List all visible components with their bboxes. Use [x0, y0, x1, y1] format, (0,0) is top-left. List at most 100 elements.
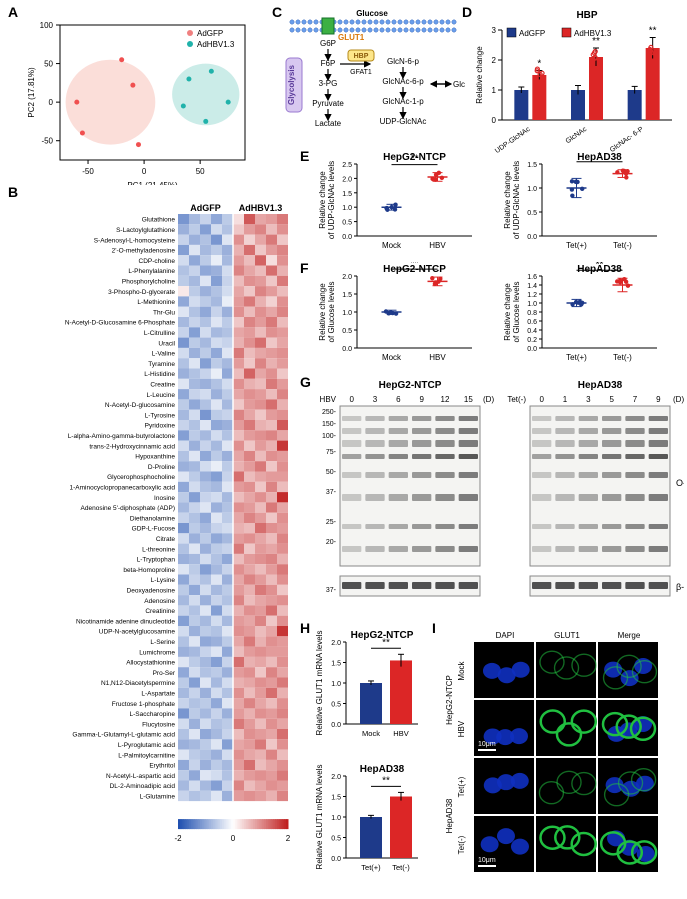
- svg-text:HepAD38: HepAD38: [578, 380, 623, 391]
- svg-text:**: **: [649, 26, 657, 37]
- panel-label-i: I: [432, 620, 436, 636]
- svg-text:UDP-N-acetylglucosamine: UDP-N-acetylglucosamine: [99, 629, 176, 636]
- svg-text:L-Methionine: L-Methionine: [137, 299, 175, 306]
- svg-text:β-actin: β-actin: [676, 582, 684, 592]
- svg-text:75-: 75-: [326, 449, 337, 456]
- svg-text:Adenosine: Adenosine: [144, 598, 175, 605]
- svg-text:2.5: 2.5: [342, 162, 352, 169]
- svg-text:UDP-GlcNAc: UDP-GlcNAc: [494, 126, 532, 153]
- svg-text:3-Phospho-D-glycerate: 3-Phospho-D-glycerate: [108, 289, 175, 296]
- svg-text:Allocystathionine: Allocystathionine: [126, 660, 175, 667]
- svg-text:Lactate: Lactate: [315, 119, 342, 128]
- svg-text:0: 0: [349, 395, 354, 404]
- svg-text:Pyridoxine: Pyridoxine: [145, 423, 176, 430]
- svg-text:Pro-Ser: Pro-Ser: [153, 670, 176, 677]
- svg-text:250-: 250-: [322, 409, 337, 416]
- svg-text:PC2 (17.81%): PC2 (17.81%): [27, 67, 36, 118]
- svg-text:1.0: 1.0: [527, 186, 537, 193]
- svg-text:Erythritol: Erythritol: [149, 763, 175, 770]
- svg-text:50: 50: [196, 167, 205, 176]
- svg-text:9: 9: [656, 395, 661, 404]
- svg-text:1.0: 1.0: [331, 681, 341, 688]
- svg-text:O-GlcNAc: O-GlcNAc: [676, 478, 684, 488]
- panel-e2-scatter: HepAD380.00.51.01.5Relative changeof UDP…: [500, 150, 675, 260]
- svg-text:0.5: 0.5: [331, 702, 341, 709]
- svg-text:N-Acetyl-D-Glucosamine 6-Phosp: N-Acetyl-D-Glucosamine 6-Phosphate: [65, 320, 176, 327]
- svg-text:Thr-Glu: Thr-Glu: [153, 309, 175, 316]
- svg-text:1.5: 1.5: [342, 292, 352, 299]
- svg-text:*: *: [598, 151, 602, 162]
- svg-text:Creatinine: Creatinine: [145, 608, 175, 615]
- svg-text:*: *: [537, 59, 541, 70]
- svg-text:GLUT1: GLUT1: [338, 33, 365, 42]
- svg-text:GlcNAc: GlcNAc: [565, 126, 589, 146]
- svg-text:0: 0: [49, 98, 54, 107]
- svg-text:2: 2: [286, 834, 291, 843]
- svg-text:L-Saccharopine: L-Saccharopine: [129, 711, 175, 718]
- svg-text:AdGFP: AdGFP: [197, 29, 223, 38]
- svg-text:1.5: 1.5: [342, 191, 352, 198]
- svg-text:Flucytosine: Flucytosine: [142, 721, 175, 728]
- panel-f2-scatter: HepAD380.00.20.40.60.81.01.21.41.6Relati…: [500, 262, 675, 372]
- svg-text:2.0: 2.0: [331, 640, 341, 647]
- svg-text:5: 5: [609, 395, 614, 404]
- svg-text:Relative change: Relative change: [503, 171, 512, 229]
- svg-text:Mock: Mock: [382, 241, 402, 250]
- svg-text:L-Serine: L-Serine: [150, 639, 175, 646]
- svg-text:HBP: HBP: [354, 53, 369, 60]
- panel-h2-bar: HepAD380.00.51.01.52.0Relative GLUT1 mRN…: [312, 762, 430, 890]
- svg-text:9: 9: [419, 395, 424, 404]
- svg-text:(D): (D): [483, 395, 494, 404]
- svg-text:Lumichrome: Lumichrome: [139, 649, 175, 656]
- svg-text:1.4: 1.4: [527, 283, 537, 290]
- svg-text:**: **: [382, 775, 390, 786]
- svg-text:100-: 100-: [322, 433, 337, 440]
- svg-text:Phosphorylcholine: Phosphorylcholine: [122, 279, 176, 286]
- svg-text:HBV: HBV: [320, 395, 337, 404]
- panel-b-heatmap: AdGFPAdHBV1.3GlutathioneS-Lactoylglutath…: [8, 200, 298, 890]
- svg-text:-2: -2: [174, 834, 182, 843]
- svg-text:7: 7: [633, 395, 638, 404]
- svg-text:Tet(-): Tet(-): [457, 835, 466, 854]
- svg-text:N-Acetyl-D-glucosamine: N-Acetyl-D-glucosamine: [105, 402, 175, 409]
- svg-text:of Glucose levels: of Glucose levels: [327, 282, 336, 343]
- panel-h1-bar: HepG2-NTCP0.00.51.01.52.0Relative GLUT1 …: [312, 628, 430, 756]
- svg-text:AdHBV1.3: AdHBV1.3: [239, 203, 283, 213]
- svg-text:HBV: HBV: [429, 241, 446, 250]
- svg-text:AdGFP: AdGFP: [190, 203, 221, 213]
- svg-text:20-: 20-: [326, 539, 337, 546]
- svg-text:0: 0: [492, 116, 497, 125]
- svg-text:0.2: 0.2: [527, 337, 537, 344]
- svg-text:GlcNAc-1-p: GlcNAc-1-p: [382, 97, 424, 106]
- svg-text:L-Palmitoylcarnitine: L-Palmitoylcarnitine: [118, 752, 175, 759]
- svg-text:Relative change: Relative change: [503, 283, 512, 341]
- svg-text:Citrate: Citrate: [156, 536, 176, 543]
- svg-text:Glycolysis: Glycolysis: [287, 64, 296, 105]
- svg-text:3: 3: [586, 395, 591, 404]
- svg-text:HBP: HBP: [576, 10, 597, 21]
- svg-text:Fructose 1-phosphate: Fructose 1-phosphate: [112, 701, 176, 708]
- svg-text:L-Valine: L-Valine: [152, 351, 176, 358]
- panel-label-b: B: [8, 184, 18, 200]
- svg-text:10μm: 10μm: [478, 857, 496, 864]
- svg-text:HepG2-NTCP: HepG2-NTCP: [445, 675, 454, 725]
- panel-c-pathway: GlucoseGLUT1G6PF6P3-PGPyruvateLactateGly…: [280, 8, 465, 153]
- svg-text:DAPI: DAPI: [496, 631, 515, 640]
- svg-text:Nicotinamide adenine dinucleot: Nicotinamide adenine dinucleotide: [76, 618, 175, 625]
- svg-text:0.8: 0.8: [527, 310, 537, 317]
- svg-text:HBV: HBV: [429, 353, 446, 362]
- svg-text:PC1 (21.45%): PC1 (21.45%): [127, 181, 178, 185]
- panel-label-f: F: [300, 260, 309, 276]
- svg-text:0.6: 0.6: [527, 319, 537, 326]
- svg-text:GlcNAc: GlcNAc: [453, 80, 465, 89]
- svg-text:beta-Homoproline: beta-Homoproline: [123, 567, 175, 574]
- svg-text:1.6: 1.6: [527, 274, 537, 281]
- svg-text:AdGFP: AdGFP: [519, 29, 545, 38]
- svg-text:1.0: 1.0: [342, 205, 352, 212]
- svg-text:0.0: 0.0: [342, 234, 352, 241]
- svg-text:Relative change: Relative change: [318, 171, 327, 229]
- svg-text:1.5: 1.5: [331, 661, 341, 668]
- svg-text:Merge: Merge: [618, 631, 641, 640]
- svg-text:GlcNAc-6-p: GlcNAc-6-p: [382, 77, 424, 86]
- svg-text:Pyruvate: Pyruvate: [312, 99, 344, 108]
